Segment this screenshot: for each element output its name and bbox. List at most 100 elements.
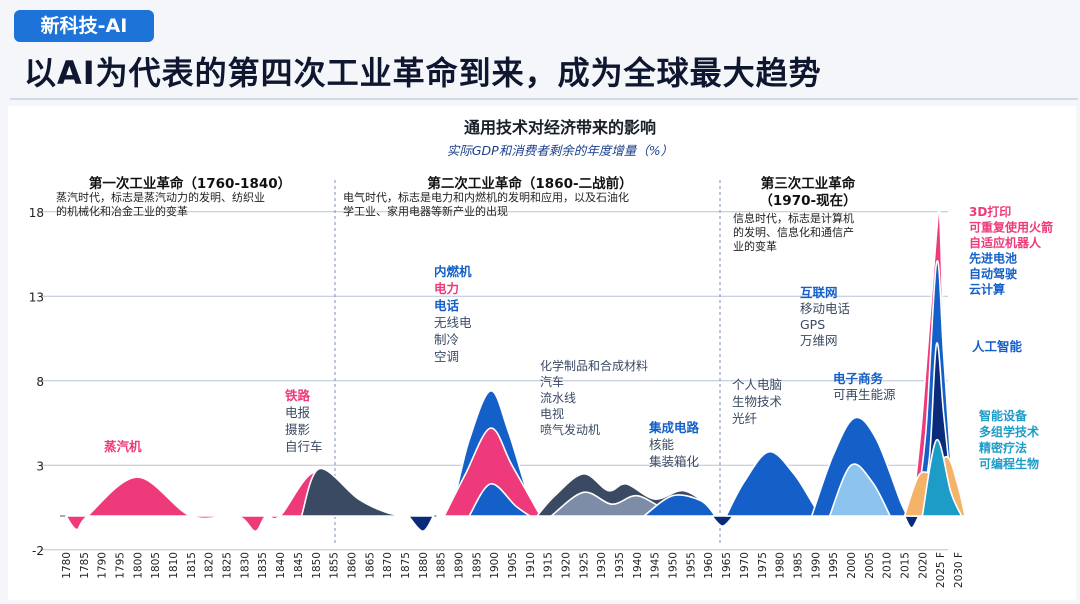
- x-tick-label-43: 1995: [828, 552, 840, 579]
- annotation-net-2: GPS: [800, 317, 825, 332]
- x-tick-label-17: 1865: [364, 552, 376, 579]
- x-tick-label-22: 1890: [454, 552, 466, 579]
- x-tick-label-5: 1805: [150, 552, 162, 579]
- annotation-chem-4: 喷气发动机: [540, 422, 600, 437]
- page-title: 以AI为代表的第四次工业革命到来，成为全球最大趋势: [24, 54, 822, 92]
- x-tick-label-48: 2020: [917, 552, 929, 579]
- x-tick-label-15: 1855: [329, 552, 341, 579]
- x-tick-label-7: 1815: [186, 552, 198, 579]
- x-tick-label-27: 1915: [543, 552, 555, 579]
- x-tick-label-25: 1905: [507, 552, 519, 579]
- annotation-rail-0: 铁路: [285, 388, 311, 403]
- annotation-ic-2: 集装箱化: [649, 454, 700, 469]
- x-tick-label-42: 1990: [810, 552, 822, 579]
- x-tick-label-47: 2015: [900, 552, 912, 579]
- annotation-ice-4: 制冷: [434, 332, 459, 347]
- era-title-1: 第二次工业革命（1860-二战前）: [427, 175, 632, 192]
- era-title-2: 第三次工业革命: [761, 175, 856, 192]
- x-tick-label-30: 1930: [596, 552, 608, 579]
- x-tick-label-49: 2025 F: [935, 552, 947, 588]
- annotation-future-4: 自动驾驶: [969, 266, 1017, 281]
- x-tick-label-29: 1925: [578, 552, 590, 579]
- annotation-future-2: 自适应机器人: [969, 235, 1042, 250]
- x-tick-label-13: 1845: [293, 552, 305, 579]
- annotation-pc-2: 光纤: [732, 411, 758, 426]
- era-desc-2-1: 的发明、信息化和通信产: [733, 225, 854, 239]
- annotation-steam-0: 蒸汽机: [104, 439, 142, 454]
- series-area-5: [468, 483, 531, 517]
- x-tick-label-18: 1870: [382, 552, 394, 579]
- series-area-0: [65, 471, 353, 532]
- era-title-2-line2: （1970-现在）: [759, 192, 856, 209]
- x-tick-label-0: 1780: [61, 552, 73, 579]
- annotation-ai-0: 人工智能: [972, 339, 1023, 354]
- era-desc-1-0: 电气时代，标志是电力和内燃机的发明和应用，以及石油化: [343, 190, 629, 204]
- x-tick-label-35: 1955: [685, 552, 697, 579]
- annotation-chem-3: 电视: [540, 406, 564, 421]
- x-tick-label-33: 1945: [650, 552, 662, 579]
- x-tick-label-32: 1940: [632, 552, 644, 579]
- annotation-chem-2: 流水线: [540, 391, 576, 405]
- era-desc-2-2: 业的变革: [733, 239, 777, 253]
- x-tick-label-9: 1825: [222, 552, 234, 579]
- series-area-10: [725, 450, 824, 517]
- annotation-chem-1: 汽车: [540, 374, 564, 389]
- x-tick-label-11: 1835: [257, 552, 269, 579]
- annotation-ecom-0: 电子商务: [833, 371, 884, 386]
- x-tick-label-21: 1885: [436, 552, 448, 579]
- annotation-smart-1: 多组学技术: [979, 424, 1039, 439]
- annotation-net-1: 移动电话: [800, 301, 850, 316]
- annotation-future-3: 先进电池: [969, 251, 1017, 266]
- x-tick-label-16: 1860: [346, 552, 358, 579]
- x-tick-label-8: 1820: [204, 552, 216, 579]
- chart-title: 通用技术对经济带来的影响: [464, 118, 656, 137]
- x-tick-label-24: 1900: [489, 552, 501, 579]
- annotation-ice-2: 电话: [434, 298, 460, 313]
- y-tick-label-0: -2: [32, 544, 44, 558]
- annotation-future-0: 3D打印: [969, 204, 1011, 219]
- annotation-rail-3: 自行车: [285, 439, 323, 454]
- annotation-ice-5: 空调: [434, 349, 459, 364]
- x-tick-label-41: 1985: [792, 552, 804, 579]
- x-tick-label-19: 1875: [400, 552, 412, 579]
- annotation-rail-2: 摄影: [285, 422, 311, 437]
- x-tick-label-34: 1950: [668, 552, 680, 579]
- x-tick-label-31: 1935: [614, 552, 626, 579]
- series-area-13: [903, 515, 920, 529]
- x-tick-label-10: 1830: [239, 552, 251, 579]
- era-desc-1-1: 学工业、家用电器等新产业的出现: [343, 204, 508, 218]
- annotation-ic-1: 核能: [649, 437, 675, 452]
- x-tick-label-37: 1965: [721, 552, 733, 579]
- era-title-0: 第一次工业革命（1760-1840）: [89, 175, 291, 192]
- annotation-rail-1: 电报: [285, 405, 311, 420]
- y-tick-label-4: 18: [29, 206, 44, 220]
- x-tick-label-6: 1810: [168, 552, 180, 579]
- x-tick-label-20: 1880: [418, 552, 430, 579]
- annotation-pc-1: 生物技术: [732, 394, 783, 409]
- y-tick-label-2: 8: [36, 375, 44, 389]
- annotation-ice-3: 无线电: [434, 315, 472, 330]
- x-tick-label-50: 2030 F: [953, 552, 965, 588]
- x-tick-label-4: 1800: [132, 552, 144, 579]
- era-desc-2-0: 信息时代，标志是计算机: [733, 211, 854, 225]
- annotation-smart-0: 智能设备: [978, 408, 1028, 423]
- series-area-2: [407, 515, 435, 532]
- chart-panel: [8, 106, 1076, 600]
- x-tick-label-23: 1895: [471, 552, 483, 579]
- annotation-future-1: 可重复使用火箭: [969, 220, 1053, 235]
- annotation-smart-2: 精密疗法: [979, 440, 1027, 455]
- annotation-smart-3: 可编程生物: [979, 456, 1039, 471]
- x-tick-label-46: 2010: [882, 552, 894, 579]
- annotation-ice-0: 内燃机: [434, 264, 472, 279]
- series-area-1: [300, 467, 410, 517]
- x-tick-label-12: 1840: [275, 552, 287, 579]
- series-area-8: [643, 494, 717, 517]
- x-tick-label-14: 1850: [311, 552, 323, 579]
- x-tick-label-40: 1980: [775, 552, 787, 579]
- annotation-pc-0: 个人电脑: [732, 377, 782, 392]
- title-divider: [10, 98, 1078, 100]
- x-tick-label-28: 1920: [561, 552, 573, 579]
- y-tick-label-3: 13: [29, 290, 44, 304]
- annotation-net-3: 万维网: [800, 333, 838, 348]
